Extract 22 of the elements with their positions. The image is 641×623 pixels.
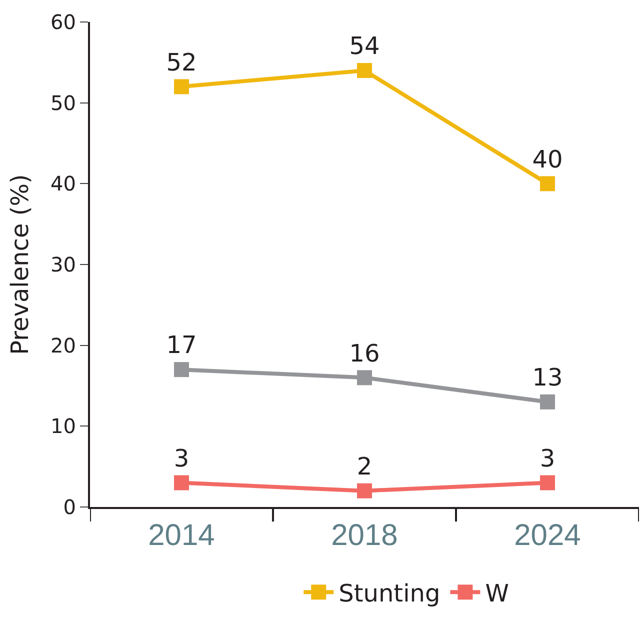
data-label: 40: [532, 145, 563, 174]
data-label: 13: [532, 364, 563, 392]
x-tick-label: 2018: [331, 519, 398, 552]
y-tick-label: 40: [50, 172, 76, 196]
data-label: 3: [540, 444, 556, 472]
y-tick-label: 10: [50, 414, 76, 438]
data-label: 2: [356, 452, 372, 480]
y-tick-label: 20: [50, 333, 76, 358]
x-tick-label: 2024: [514, 519, 581, 552]
y-tick-label: 60: [50, 10, 76, 34]
y-tick-label: 0: [63, 495, 76, 519]
data-label: 54: [349, 32, 380, 60]
x-tick-label: 2014: [148, 519, 215, 552]
data-label: 52: [166, 48, 197, 76]
y-axis-title: Prevalence (%): [6, 174, 34, 355]
legend-label: Stunting: [338, 580, 440, 608]
y-tick-label: 30: [50, 252, 76, 276]
y-tick-label: 50: [50, 90, 76, 115]
data-label: 16: [349, 339, 380, 368]
data-label: 17: [166, 331, 197, 360]
data-label: 3: [174, 444, 190, 472]
legend-label: W: [485, 580, 509, 608]
